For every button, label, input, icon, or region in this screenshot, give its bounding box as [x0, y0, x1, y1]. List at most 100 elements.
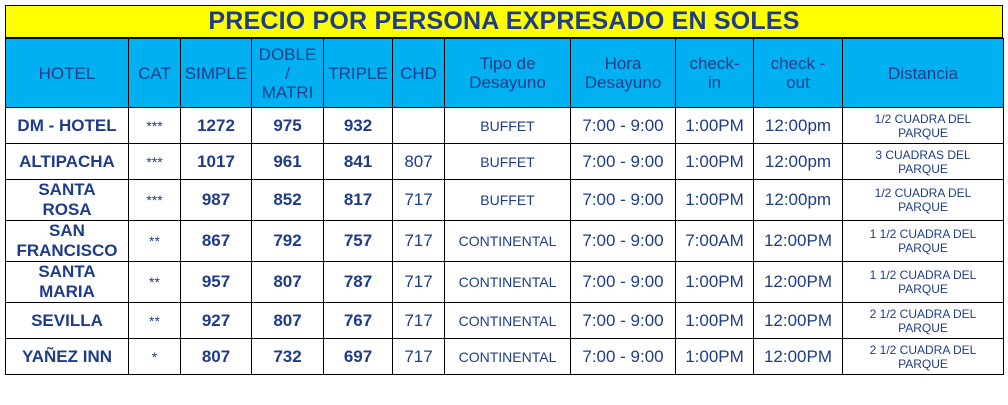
breakfast-type: CONTINENTAL: [444, 220, 571, 262]
hotel-name-line2: FRANCISCO: [16, 241, 118, 260]
distance-line1: 2 1/2 CUADRA DEL: [869, 306, 977, 321]
price-doble: 807: [251, 261, 324, 303]
category-stars: **: [128, 302, 181, 339]
header-hora-desayuno: Hora Desayuno: [570, 38, 676, 108]
header-chd: CHD: [392, 38, 445, 108]
header-hora-line1: Hora: [604, 54, 642, 73]
hotel-name: SAN FRANCISCO: [5, 220, 129, 262]
check-in-time: 1:00PM: [675, 179, 754, 221]
distance: 3 CUADRAS DEL PARQUE: [842, 143, 1004, 180]
sheet-title: PRECIO POR PERSONA EXPRESADO EN SOLES: [5, 5, 1003, 38]
distance: 1 1/2 CUADRA DEL PARQUE: [842, 261, 1004, 303]
header-tipo-desayuno: Tipo de Desayuno: [444, 38, 571, 108]
table-row: SANTA ROSA *** 987 852 817 717 BUFFET 7:0…: [5, 179, 1004, 221]
price-doble: 961: [251, 143, 324, 180]
header-checkin-line2: in: [707, 73, 722, 92]
header-hotel: HOTEL: [5, 38, 129, 108]
distance: 1/2 CUADRA DEL PARQUE: [842, 107, 1004, 144]
distance: 2 1/2 CUADRA DEL PARQUE: [842, 302, 1004, 339]
header-tipo-line1: Tipo de: [479, 54, 536, 73]
check-in-time: 1:00PM: [675, 107, 754, 144]
header-triple: TRIPLE: [323, 38, 393, 108]
check-out-time: 12:00pm: [753, 179, 843, 221]
price-doble: 792: [251, 220, 324, 262]
price-simple: 807: [180, 338, 252, 375]
price-doble: 732: [251, 338, 324, 375]
check-in-time: 1:00PM: [675, 143, 754, 180]
category-stars: ***: [128, 143, 181, 180]
check-in-time: 7:00AM: [675, 220, 754, 262]
header-tipo-line2: Desayuno: [469, 73, 546, 92]
price-triple: 932: [323, 107, 393, 144]
distance-line1: 1/2 CUADRA DEL: [874, 111, 972, 126]
hotel-name: DM - HOTEL: [5, 107, 129, 144]
breakfast-hours: 7:00 - 9:00: [570, 302, 676, 339]
check-out-time: 12:00pm: [753, 107, 843, 144]
breakfast-hours: 7:00 - 9:00: [570, 338, 676, 375]
price-chd: [392, 107, 445, 144]
header-distancia: Distancia: [842, 38, 1004, 108]
price-simple: 1272: [180, 107, 252, 144]
price-doble: 975: [251, 107, 324, 144]
header-hora-line2: Desayuno: [584, 73, 662, 92]
price-chd: 717: [392, 302, 445, 339]
breakfast-type: CONTINENTAL: [444, 261, 571, 303]
breakfast-type: CONTINENTAL: [444, 302, 571, 339]
header-cat: CAT: [128, 38, 181, 108]
breakfast-hours: 7:00 - 9:00: [570, 179, 676, 221]
check-out-time: 12:00PM: [753, 338, 843, 375]
distance-line1: 1/2 CUADRA DEL: [874, 186, 972, 200]
price-simple: 957: [180, 261, 252, 303]
breakfast-type: BUFFET: [444, 107, 571, 144]
distance-line2: PARQUE: [898, 241, 948, 255]
distance-line2: PARQUE: [898, 200, 948, 214]
header-checkout-line1: check -: [770, 54, 826, 73]
table-row: SAN FRANCISCO ** 867 792 757 717 CONTINEN…: [5, 220, 1004, 262]
price-chd: 717: [392, 179, 445, 221]
price-triple: 757: [323, 220, 393, 262]
hotel-name: ALTIPACHA: [5, 143, 129, 180]
hotel-price-table: HOTEL CAT SIMPLE DOBLE / MATRI TRIPLE CH…: [5, 38, 1004, 375]
breakfast-hours: 7:00 - 9:00: [570, 261, 676, 303]
distance: 1/2 CUADRA DEL PARQUE: [842, 179, 1004, 221]
price-doble: 807: [251, 302, 324, 339]
price-simple: 867: [180, 220, 252, 262]
distance: 1 1/2 CUADRA DEL PARQUE: [842, 220, 1004, 262]
price-sheet: PRECIO POR PERSONA EXPRESADO EN SOLES HO…: [5, 5, 1004, 375]
price-triple: 787: [323, 261, 393, 303]
price-triple: 817: [323, 179, 393, 221]
check-out-time: 12:00PM: [753, 261, 843, 303]
distance-line2: PARQUE: [898, 282, 948, 296]
category-stars: **: [128, 261, 181, 303]
distance-line2: PARQUE: [898, 161, 948, 176]
header-doble-line2: /: [285, 63, 290, 83]
distance-line2: PARQUE: [898, 320, 948, 335]
header-check-out: check - out: [753, 38, 843, 108]
table-row: SEVILLA ** 927 807 767 717 CONTINENTAL 7…: [5, 302, 1004, 339]
header-doble-line1: DOBLE: [258, 44, 317, 64]
table-row: DM - HOTEL *** 1272 975 932 BUFFET 7:00 …: [5, 107, 1004, 144]
category-stars: **: [128, 220, 181, 262]
breakfast-type: BUFFET: [444, 179, 571, 221]
breakfast-hours: 7:00 - 9:00: [570, 143, 676, 180]
hotel-name-line2: MARIA: [39, 282, 95, 301]
check-in-time: 1:00PM: [675, 302, 754, 339]
hotel-name: SANTA MARIA: [5, 261, 129, 303]
hotel-name: SEVILLA: [5, 302, 129, 339]
price-chd: 717: [392, 261, 445, 303]
table-row: YAÑEZ INN * 807 732 697 717 CONTINENTAL …: [5, 338, 1004, 375]
header-checkin-line1: check-: [689, 54, 740, 73]
hotel-name-line1: SEVILLA: [31, 310, 103, 330]
header-check-in: check- in: [675, 38, 754, 108]
price-triple: 841: [323, 143, 393, 180]
distance-line2: PARQUE: [898, 356, 948, 371]
distance: 2 1/2 CUADRA DEL PARQUE: [842, 338, 1004, 375]
breakfast-type: BUFFET: [444, 143, 571, 180]
header-simple: SIMPLE: [180, 38, 252, 108]
hotel-name: SANTA ROSA: [5, 179, 129, 221]
distance-line2: PARQUE: [898, 125, 948, 140]
distance-line1: 1 1/2 CUADRA DEL: [869, 268, 977, 282]
breakfast-type: CONTINENTAL: [444, 338, 571, 375]
distance-line1: 2 1/2 CUADRA DEL: [869, 342, 977, 357]
price-triple: 697: [323, 338, 393, 375]
